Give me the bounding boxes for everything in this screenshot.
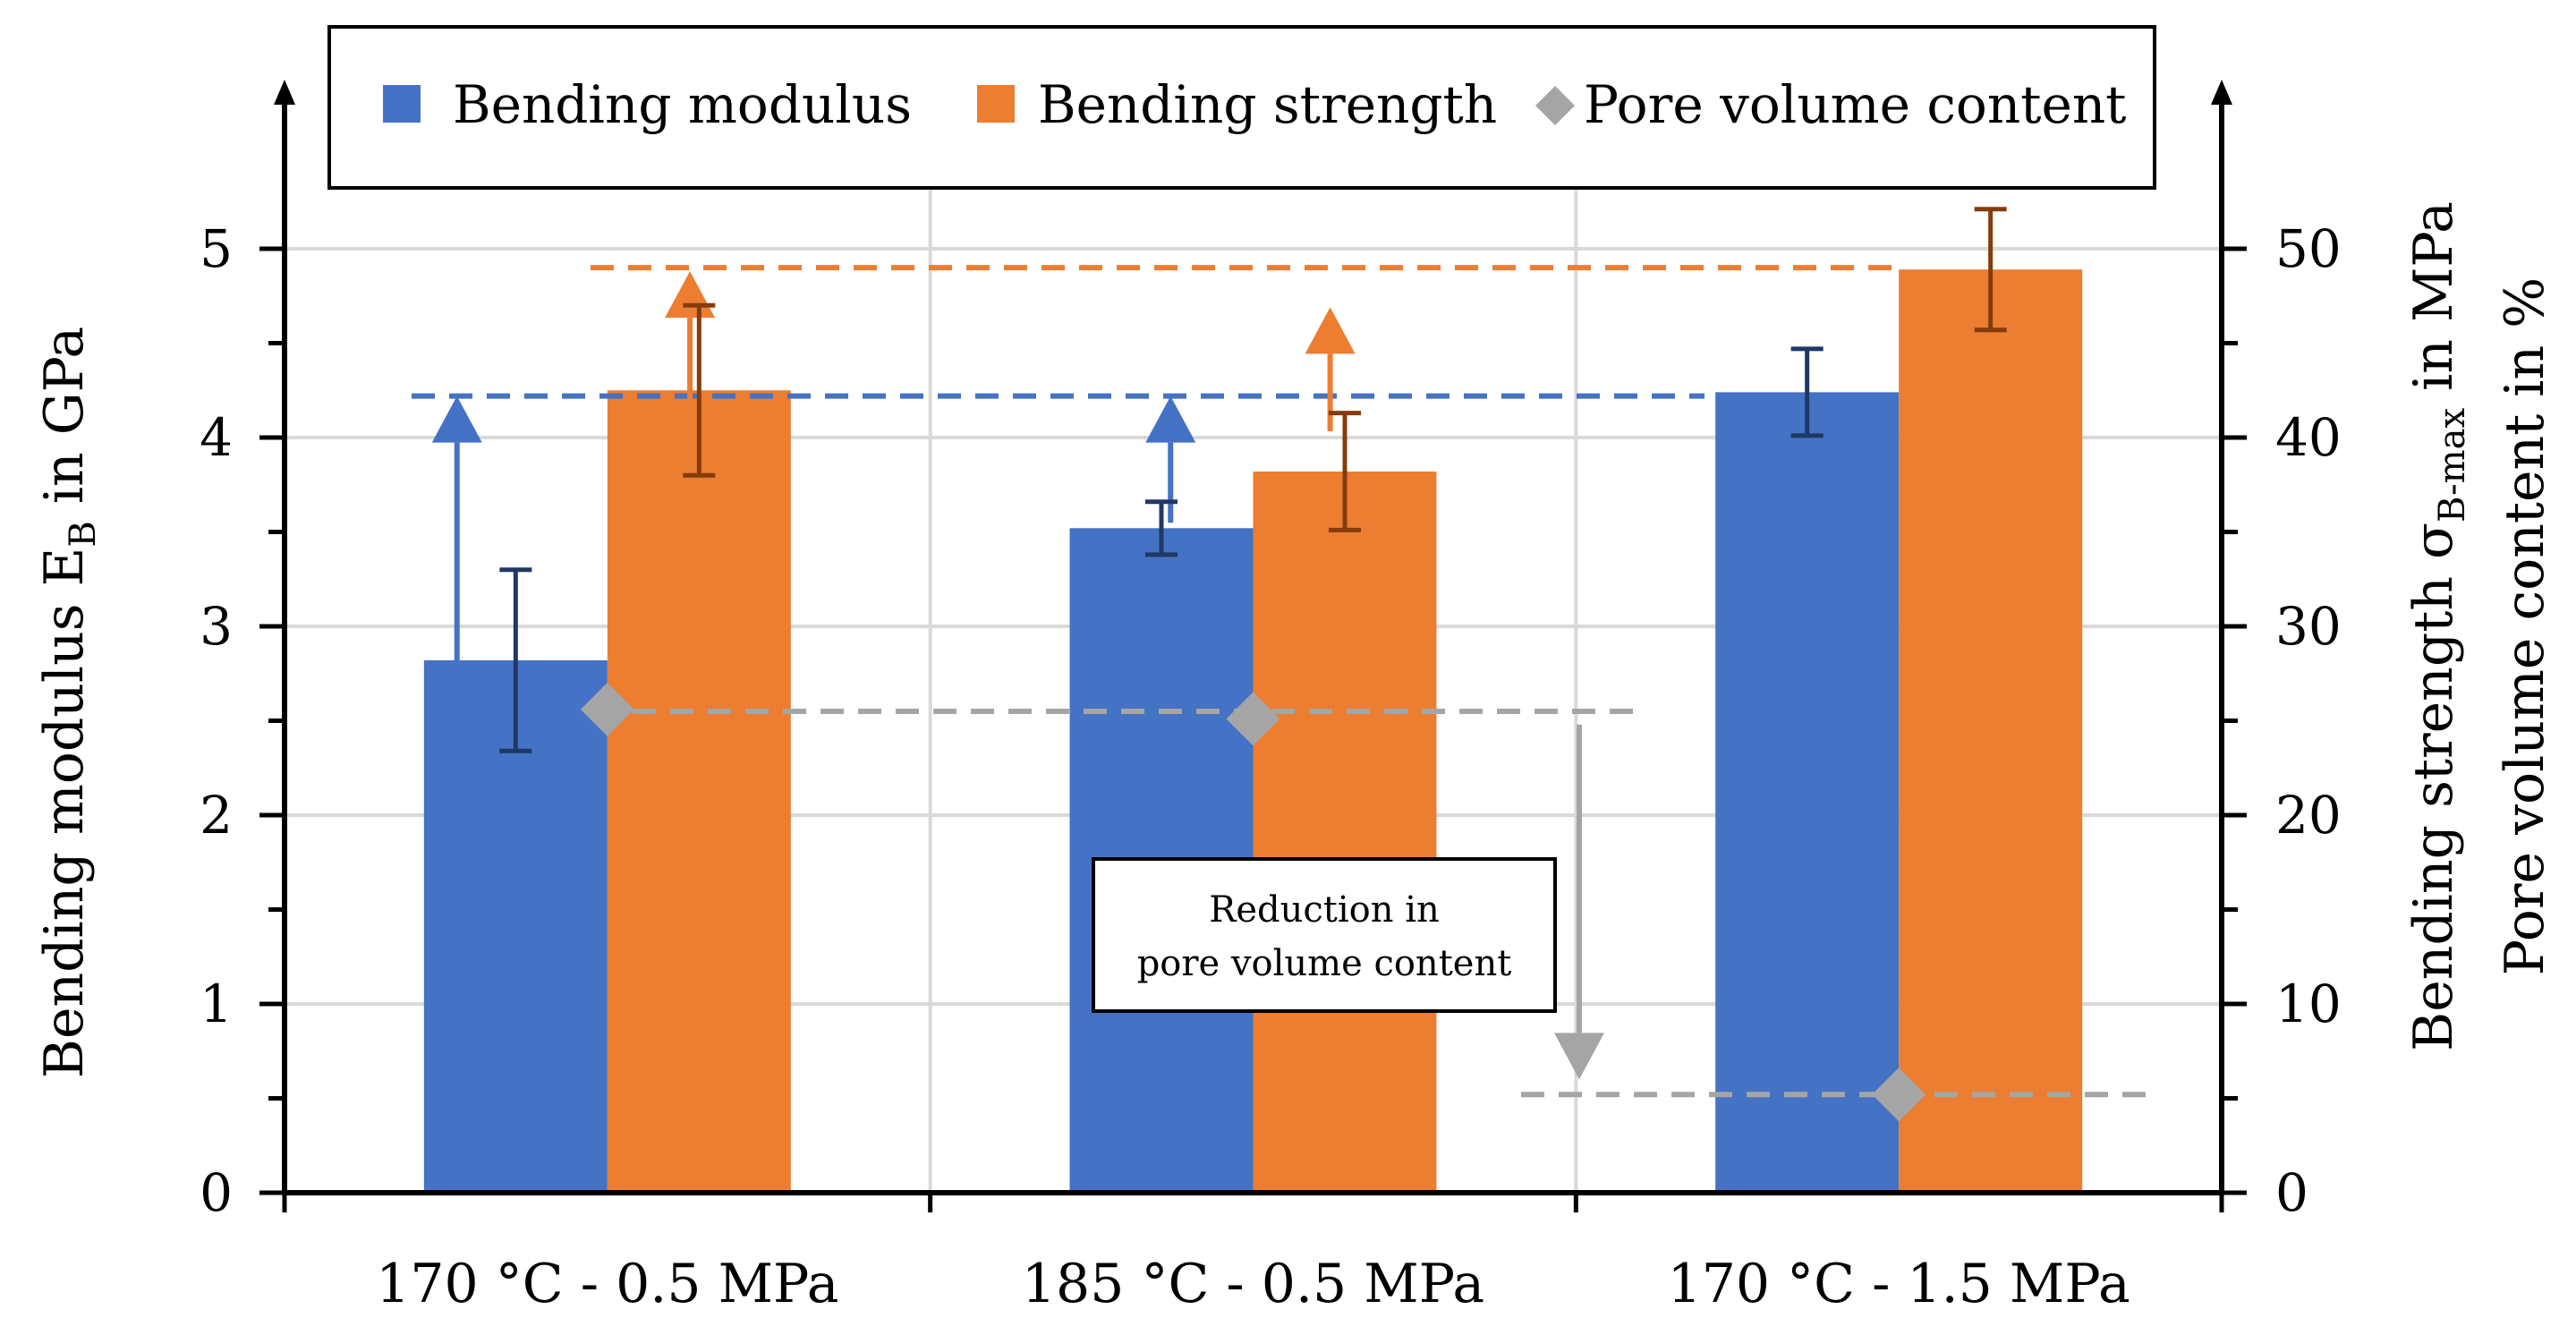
left-tick-label: 3: [200, 596, 233, 657]
pore-markers: [580, 682, 1926, 1122]
marker-pore: [1872, 1067, 1926, 1122]
x-category-label: 170 °C - 1.5 MPa: [1668, 1253, 2130, 1315]
error-bar-strength: [1974, 207, 2007, 333]
bar-strength: [1253, 471, 1437, 1193]
legend-swatch-strength: [977, 85, 1015, 123]
left-axis-title: Bending modulus EB in GPa: [33, 327, 104, 1078]
right-tick-label: 30: [2275, 596, 2342, 657]
right-axis-title-strength: Bending strength σB-max in MPa: [2402, 201, 2473, 1051]
marker-pore: [1226, 692, 1280, 746]
bar-strength: [1899, 269, 2083, 1194]
legend-swatch-modulus: [383, 85, 421, 123]
legend-label-modulus: Bending modulus: [453, 74, 912, 135]
reference-lines: [412, 265, 2156, 1098]
arrow-head: [665, 271, 716, 319]
left-tick-label: 4: [200, 407, 233, 468]
left-tick-label: 2: [200, 785, 233, 846]
annotation-line-1: Reduction in: [1209, 889, 1440, 931]
error-bar-strength: [1329, 411, 1361, 532]
marker-pore: [580, 682, 634, 736]
right-axis-arrow: [2211, 80, 2232, 105]
right-axis-title-pore: Pore volume content in %: [2494, 277, 2556, 975]
annotation-box: Reduction in pore volume content: [1092, 857, 1557, 1013]
arrow-head: [1305, 307, 1356, 354]
annotation-frame: [1092, 857, 1557, 1013]
left-tick-label: 5: [200, 218, 233, 279]
error-bar-strength: [683, 302, 716, 478]
x-category-label: 170 °C - 0.5 MPa: [376, 1253, 838, 1315]
legend-label-pore: Pore volume content: [1584, 74, 2126, 135]
left-axis-arrow: [274, 80, 295, 105]
error-bar-modulus: [1145, 499, 1177, 557]
annotation-line-2: pore volume content: [1137, 943, 1512, 984]
error-bar-modulus: [499, 567, 532, 753]
right-tick-label: 10: [2275, 974, 2342, 1034]
improvement-arrows: [431, 271, 1604, 1080]
arrow-head: [1145, 395, 1196, 443]
left-tick-label: 0: [200, 1162, 233, 1223]
arrow-pore: [1554, 724, 1604, 1080]
arrow-head: [431, 395, 482, 443]
right-tick-label: 0: [2275, 1162, 2308, 1223]
left-tick-label: 1: [200, 974, 233, 1034]
legend-swatch-pore: [1535, 86, 1575, 125]
arrow-modulus-1: [431, 395, 482, 660]
legend-label-strength: Bending strength: [1038, 74, 1497, 135]
arrow-head: [1554, 1033, 1604, 1080]
bar-strength: [607, 390, 791, 1193]
arrow-strength-2: [1305, 307, 1356, 431]
bar-modulus: [1715, 392, 1900, 1193]
arrow-modulus-2: [1145, 395, 1196, 523]
legend: Bending modulus Bending strength Pore vo…: [327, 25, 2156, 190]
right-tick-label: 50: [2275, 218, 2342, 279]
right-tick-label: 40: [2275, 407, 2342, 468]
error-bars: [499, 207, 2007, 753]
legend-frame: [327, 25, 2156, 190]
right-tick-label: 20: [2275, 785, 2342, 846]
error-bar-modulus: [1790, 346, 1824, 438]
x-category-label: 185 °C - 0.5 MPa: [1022, 1253, 1484, 1315]
